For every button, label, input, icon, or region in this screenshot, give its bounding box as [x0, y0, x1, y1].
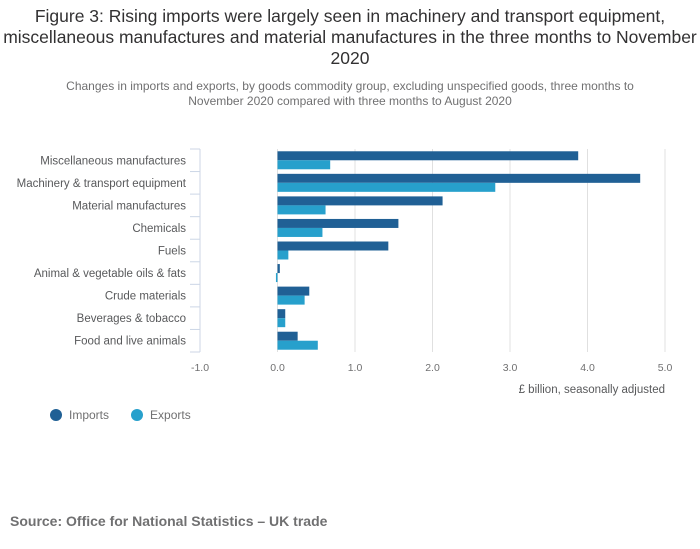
exports-swatch-icon: [131, 409, 144, 421]
category-label: Beverages & tobacco: [77, 313, 186, 325]
legend-item-exports[interactable]: Exports: [131, 408, 191, 422]
legend-label-exports: Exports: [150, 408, 191, 422]
bar-imports[interactable]: [277, 151, 579, 161]
x-tick-label: 0.0: [270, 362, 285, 374]
bar-exports[interactable]: [277, 295, 305, 305]
bar-exports[interactable]: [277, 340, 318, 350]
category-label: Crude materials: [105, 291, 186, 303]
category-axis: Miscellaneous manufactures Machinery & tr…: [17, 148, 201, 353]
category-label: Food and live animals: [74, 336, 186, 348]
legend: Imports Exports: [50, 408, 213, 422]
bar-imports[interactable]: [277, 218, 399, 228]
x-tick-label: 2.0: [425, 362, 440, 374]
legend-label-imports: Imports: [69, 408, 110, 422]
bar-imports[interactable]: [277, 286, 310, 296]
source-note: Source: Office for National Statistics –…: [10, 513, 328, 529]
bar-exports[interactable]: [275, 273, 278, 283]
x-tick-label: 3.0: [503, 362, 518, 374]
bar-imports[interactable]: [277, 309, 286, 319]
bar-exports[interactable]: [277, 318, 286, 328]
chart-subtitle: Changes in imports and exports, by goods…: [66, 79, 634, 108]
x-axis-ticks: -1.0 0.0 1.0 2.0 3.0 4.0 5.0: [191, 362, 672, 374]
category-label: Animal & vegetable oils & fats: [34, 268, 186, 280]
x-tick-label: 5.0: [658, 362, 673, 374]
legend-item-imports[interactable]: Imports: [50, 408, 109, 422]
x-tick-label: 1.0: [348, 362, 363, 374]
chart-title: Figure 3: Rising imports were largely se…: [3, 6, 697, 68]
x-axis-title: £ billion, seasonally adjusted: [519, 384, 665, 396]
category-label: Miscellaneous manufactures: [40, 155, 186, 167]
bar-exports[interactable]: [277, 205, 326, 215]
bar-exports[interactable]: [277, 227, 323, 237]
x-tick-label: 4.0: [580, 362, 595, 374]
bars: [275, 151, 641, 350]
bar-imports[interactable]: [277, 264, 280, 274]
bar-exports[interactable]: [277, 182, 496, 192]
category-label: Fuels: [158, 246, 186, 258]
bar-imports[interactable]: [277, 331, 298, 341]
bar-exports[interactable]: [277, 160, 331, 170]
category-label: Chemicals: [132, 223, 186, 235]
category-label: Machinery & transport equipment: [17, 178, 187, 190]
bar-imports[interactable]: [277, 196, 443, 206]
imports-swatch-icon: [50, 409, 62, 421]
bar-imports[interactable]: [277, 173, 641, 183]
category-label: Material manufactures: [72, 200, 186, 212]
bar-exports[interactable]: [277, 250, 289, 260]
x-tick-label: -1.0: [191, 362, 209, 374]
bar-imports[interactable]: [277, 241, 389, 251]
